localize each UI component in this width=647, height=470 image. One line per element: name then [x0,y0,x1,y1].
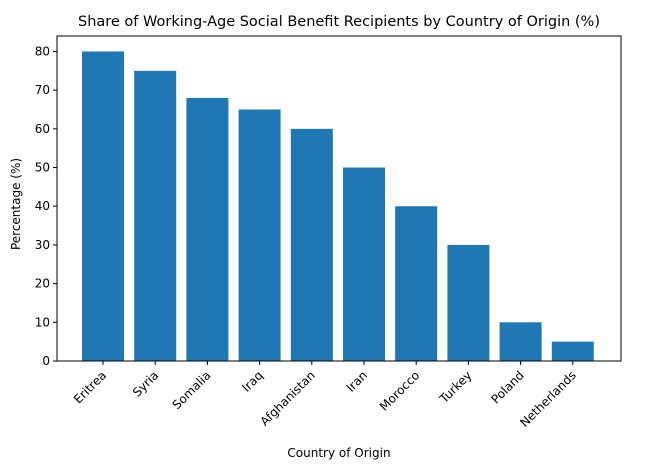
bar-iran [343,167,385,361]
y-axis-label: Percentage (%) [9,158,23,250]
bar-netherlands [551,341,594,361]
bar-eritrea [82,51,124,361]
y-tick-label: 30 [35,238,50,252]
x-tick-label: Afghanistan [258,368,318,428]
bars-group [82,51,594,362]
bar-somalia [186,97,229,362]
y-tick-label: 60 [35,122,50,136]
y-tick-label: 40 [35,199,50,213]
bar-syria [134,70,177,362]
x-axis-label: Country of Origin [287,446,390,460]
bar-iraq [238,109,281,361]
y-axis-ticks: 0 10 20 30 40 50 60 70 80 [35,44,57,368]
x-tick-label: Netherlands [517,368,579,430]
bar-turkey [447,244,490,361]
y-tick-label: 20 [35,277,50,291]
x-tick-label: Poland [488,368,526,406]
x-tick-label: Somalia [170,368,214,412]
x-tick-label: Iran [344,368,370,394]
plot-frame [56,35,622,362]
y-tick-label: 10 [35,315,50,329]
x-tick-label: Morocco [377,368,422,413]
y-tick-label: 70 [35,83,50,97]
x-tick-label: Turkey [436,368,474,406]
bar-morocco [395,206,438,361]
x-tick-label: Iraq [239,368,265,394]
bar-afghanistan [290,128,333,361]
y-tick-label: 0 [42,354,50,368]
bar-poland [499,322,542,361]
y-tick-label: 80 [35,44,50,58]
chart-title: Share of Working-Age Social Benefit Reci… [78,14,600,30]
x-tick-label: Syria [130,368,161,399]
y-tick-label: 50 [35,161,50,175]
x-tick-label: Eritrea [71,368,109,406]
